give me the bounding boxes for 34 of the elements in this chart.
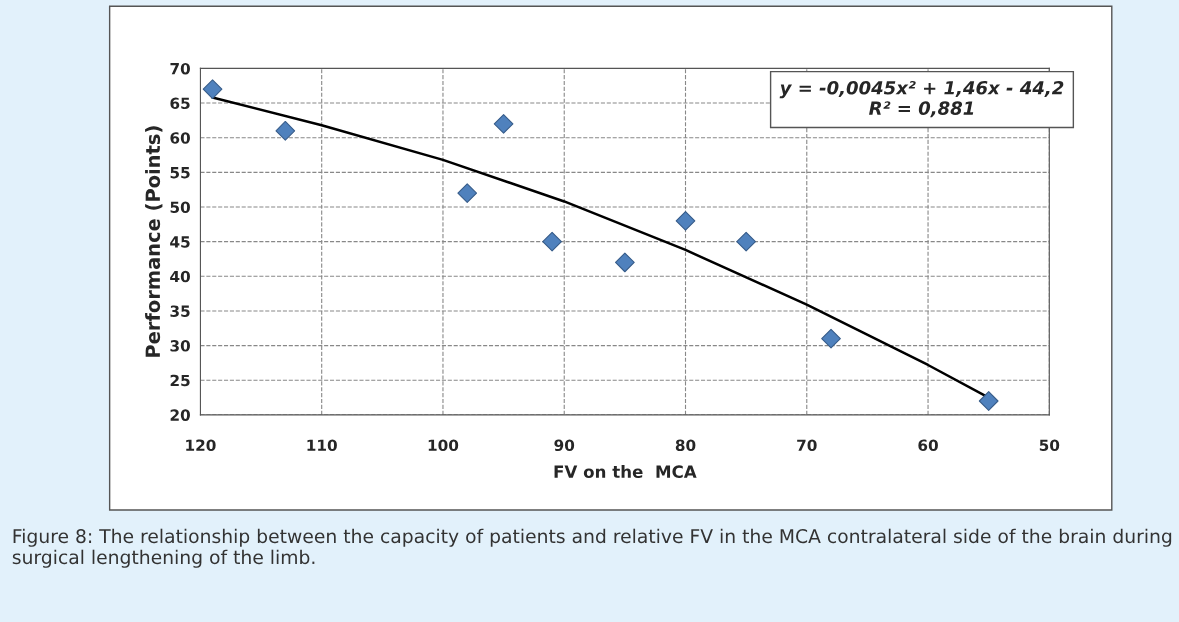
point [821, 328, 841, 349]
x-tick-label: 100 [428, 439, 459, 452]
point [275, 120, 296, 141]
annotation: y = -0,0045x² + 1,46x - 44,2 [779, 80, 1064, 99]
x-tick-label: 50 [1039, 439, 1060, 452]
point [978, 391, 999, 411]
y-tick-label: 55 [170, 167, 190, 179]
x-tick-label: 90 [554, 439, 575, 452]
y-tick-label: 70 [170, 62, 190, 75]
y-tick-label: 20 [170, 409, 190, 421]
x-axis-title: FV on the MCA [554, 465, 697, 478]
point [542, 231, 562, 252]
y-tick-label: 65 [170, 97, 190, 110]
point [736, 231, 757, 252]
y-tick-label: 45 [170, 236, 190, 248]
y-tick-label: 40 [170, 270, 190, 283]
point [614, 252, 635, 273]
x-tick-label: 60 [918, 439, 938, 452]
point [493, 113, 514, 134]
annotation: R² = 0,881 [869, 101, 974, 118]
caption: Figure 8: The relationship between the capacity of patients and relative FV in the MCA contralateral side of the brain during surgical lengthening of the limb. [12, 528, 1172, 568]
point [675, 210, 696, 231]
x-tick-label: 80 [675, 439, 696, 452]
point [457, 183, 478, 204]
y-tick-label: 60 [170, 132, 190, 144]
y-tick-label: 25 [170, 374, 190, 387]
x-tick-label: 70 [797, 439, 817, 452]
y-tick-label: 50 [170, 201, 190, 214]
y-tick-label: 35 [170, 305, 190, 317]
x-tick-label: 110 [307, 439, 337, 452]
point [202, 79, 223, 100]
x-tick-label: 120 [186, 439, 216, 452]
y-axis-title: Performance (Points) [145, 126, 163, 357]
y-tick-label: 30 [170, 340, 190, 352]
